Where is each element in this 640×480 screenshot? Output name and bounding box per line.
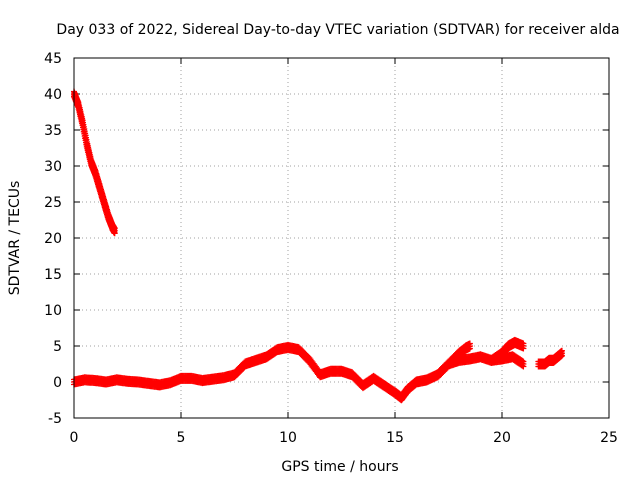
- y-tick-label: 5: [53, 339, 62, 355]
- y-tick-label: 0: [53, 375, 62, 391]
- data-series: [71, 88, 118, 237]
- y-tick-label: 15: [44, 267, 62, 283]
- data-layer: [71, 88, 565, 404]
- chart-title: Day 033 of 2022, Sidereal Day-to-day VTE…: [56, 22, 619, 38]
- y-tick-label: 30: [44, 159, 62, 175]
- y-tick-label: 20: [44, 231, 62, 247]
- x-tick-label: 5: [177, 430, 186, 446]
- y-tick-label: 45: [44, 51, 62, 67]
- data-point-marker: [520, 345, 527, 352]
- x-tick-label: 20: [493, 430, 511, 446]
- y-tick-label: 10: [44, 303, 62, 319]
- x-tick-label: 10: [279, 430, 297, 446]
- x-tick-label: 0: [70, 430, 79, 446]
- tick-layer: -5 0 5 10 15 20 25 30 35 40 45 0 5 10 15 20 25: [44, 51, 618, 446]
- grid-layer: [74, 58, 609, 418]
- x-axis-label: GPS time / hours: [281, 459, 398, 475]
- plot-frame: [73, 57, 610, 419]
- data-point-marker: [520, 363, 527, 370]
- y-tick-label: 25: [44, 195, 62, 211]
- data-series: [488, 336, 527, 366]
- data-point-marker: [558, 352, 565, 359]
- data-series: [434, 340, 473, 381]
- data-point-marker: [466, 345, 473, 352]
- y-tick-label: -5: [48, 411, 62, 427]
- data-point-marker: [111, 230, 118, 237]
- y-tick-label: 35: [44, 123, 62, 139]
- x-tick-label: 15: [386, 430, 404, 446]
- y-axis-label: SDTVAR / TECUs: [7, 181, 23, 296]
- data-series: [535, 347, 565, 370]
- x-tick-label: 25: [600, 430, 618, 446]
- y-tick-label: 40: [44, 87, 62, 103]
